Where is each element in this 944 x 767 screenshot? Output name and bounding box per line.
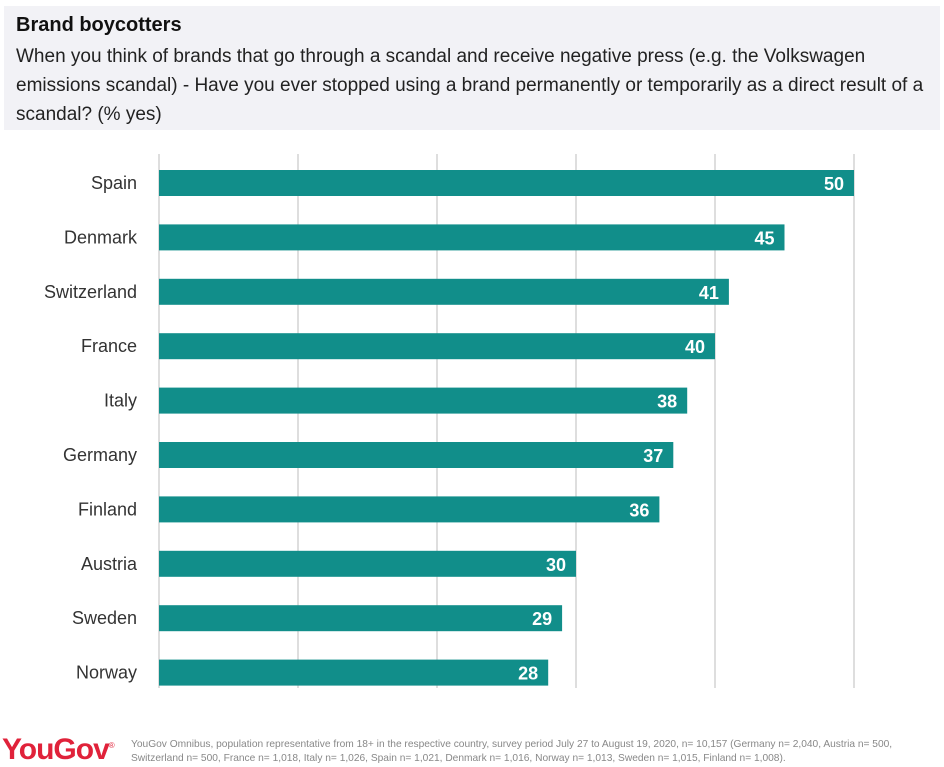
value-label-germany: 37	[643, 446, 663, 466]
bar-denmark	[159, 224, 785, 251]
value-label-italy: 38	[657, 392, 677, 412]
source-note: YouGov Omnibus, population representativ…	[131, 739, 893, 764]
bar-sweden	[159, 605, 563, 632]
bar-austria	[159, 550, 576, 577]
value-label-denmark: 45	[754, 228, 774, 248]
bar-spain	[159, 170, 854, 196]
category-label-spain: Spain	[91, 173, 137, 193]
bar-germany	[159, 442, 674, 468]
yougov-logo: YouGov®	[2, 733, 115, 766]
chart-title: Brand boycotters	[16, 14, 182, 36]
bar-italy	[159, 387, 688, 414]
bar-france	[159, 333, 715, 360]
value-label-finland: 36	[629, 500, 649, 520]
chart-subtitle: When you think of brands that go through…	[16, 46, 924, 125]
bar-finland	[159, 496, 660, 523]
category-label-italy: Italy	[104, 391, 137, 411]
category-label-austria: Austria	[81, 554, 138, 574]
category-label-denmark: Denmark	[64, 227, 138, 247]
bar-switzerland	[159, 278, 729, 305]
bar-chart: Spain Denmark Switzerland France Italy German…	[44, 154, 855, 688]
value-label-france: 40	[685, 337, 705, 357]
value-label-austria: 30	[546, 555, 566, 575]
value-label-switzerland: 41	[699, 283, 719, 303]
value-label-norway: 28	[518, 664, 538, 684]
value-label-spain: 50	[824, 174, 844, 194]
bar-norway	[159, 659, 549, 686]
value-labels: 50 45 41 40 38 37 36 30 29 28	[518, 174, 844, 684]
footer: YouGov® YouGov Omnibus, population repre…	[0, 732, 944, 766]
category-labels: Spain Denmark Switzerland France Italy German…	[44, 173, 138, 683]
category-label-sweden: Sweden	[72, 608, 137, 628]
category-label-norway: Norway	[76, 663, 137, 683]
category-label-switzerland: Switzerland	[44, 282, 137, 302]
bars	[159, 170, 854, 686]
value-label-sweden: 29	[532, 609, 552, 629]
category-label-germany: Germany	[63, 445, 137, 465]
chart-header: Brand boycotters When you think of brand…	[4, 6, 940, 130]
category-label-finland: Finland	[78, 499, 137, 519]
category-label-france: France	[81, 336, 137, 356]
